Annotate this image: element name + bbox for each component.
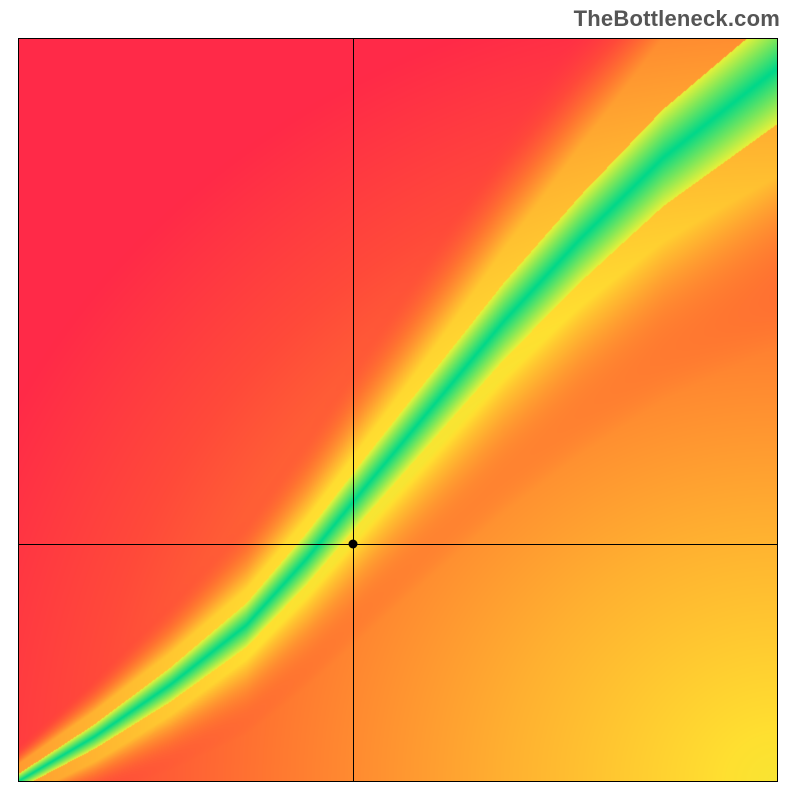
crosshair-marker bbox=[348, 539, 357, 548]
heatmap-plot bbox=[18, 38, 778, 782]
heatmap-canvas bbox=[19, 39, 777, 781]
crosshair-horizontal bbox=[19, 544, 777, 545]
watermark-text: TheBottleneck.com bbox=[574, 6, 780, 32]
crosshair-vertical bbox=[353, 39, 354, 781]
